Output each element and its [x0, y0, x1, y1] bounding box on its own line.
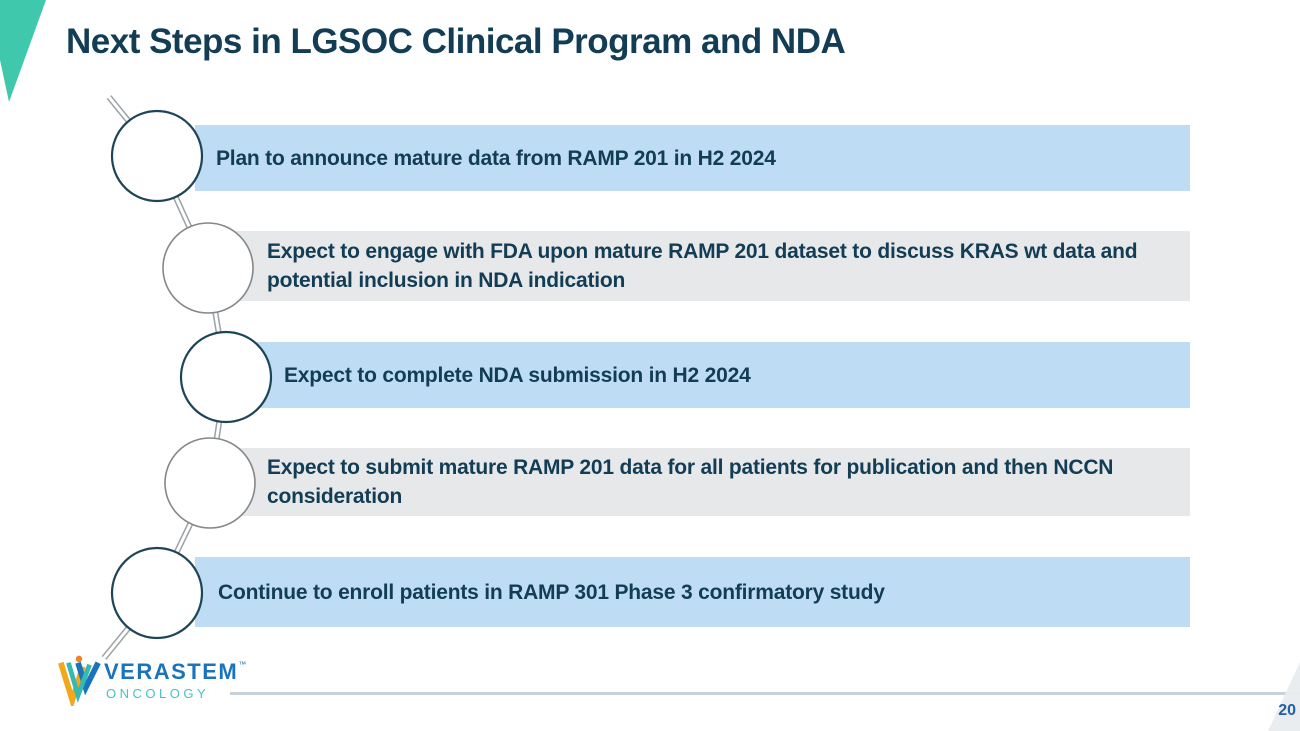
slide-title: Next Steps in LGSOC Clinical Program and… [66, 22, 846, 61]
gray-corner-triangle [1268, 662, 1300, 731]
step-bar-2: Expect to engage with FDA upon mature RA… [195, 231, 1190, 301]
verastem-logo-icon [58, 655, 101, 706]
logo-subtitle: ONCOLOGY [106, 686, 210, 701]
footer-divider-line [230, 692, 1300, 695]
step-5-text: Continue to enroll patients in RAMP 301 … [218, 580, 885, 604]
teal-triangle-shape [0, 0, 46, 102]
step-3-text: Expect to complete NDA submission in H2 … [284, 363, 751, 387]
page-number: 20 [1278, 702, 1296, 719]
corner-footer-shape [1268, 662, 1300, 731]
step-1-text: Plan to announce mature data from RAMP 2… [216, 146, 776, 170]
step-bar-4: Expect to submit mature RAMP 201 data fo… [195, 448, 1190, 516]
verastem-logo-text: VERASTEM™ ONCOLOGY [104, 659, 247, 701]
step-4-text: Expect to submit mature RAMP 201 data fo… [267, 456, 1114, 508]
step-2-text: Expect to engage with FDA upon mature RA… [267, 240, 1138, 292]
logo-dot [75, 655, 83, 663]
step-bar-3: Expect to complete NDA submission in H2 … [195, 342, 1190, 408]
corner-accent-shape [0, 0, 46, 102]
logo-trademark: ™ [238, 660, 247, 669]
step-circle-1 [110, 109, 204, 203]
logo-brand-name: VERASTEM [104, 659, 239, 684]
step-bar-5: Continue to enroll patients in RAMP 301 … [195, 557, 1190, 627]
step-circle-5 [110, 546, 204, 640]
step-bar-1: Plan to announce mature data from RAMP 2… [195, 125, 1190, 191]
